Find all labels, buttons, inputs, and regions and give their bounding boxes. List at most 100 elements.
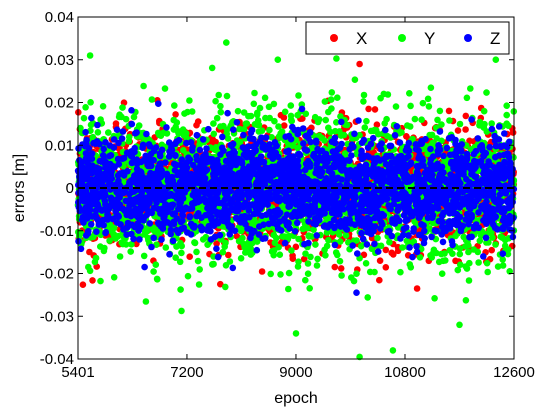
- data-point: [462, 112, 470, 120]
- data-point: [323, 242, 331, 250]
- data-point: [268, 248, 276, 255]
- data-point: [419, 99, 427, 107]
- data-point: [176, 258, 184, 266]
- data-point: [398, 129, 405, 136]
- data-point: [294, 263, 302, 270]
- data-point: [366, 268, 374, 276]
- data-point: [302, 276, 309, 284]
- data-point: [122, 241, 130, 248]
- data-point: [462, 126, 469, 133]
- data-point: [361, 124, 369, 131]
- data-point: [275, 243, 282, 251]
- data-point: [270, 100, 278, 108]
- data-point: [388, 249, 396, 257]
- data-point: [337, 113, 344, 120]
- data-point: [180, 147, 187, 154]
- data-point: [504, 250, 512, 258]
- data-point: [488, 120, 496, 127]
- data-point: [112, 120, 120, 127]
- data-point: [212, 144, 220, 151]
- data-point: [150, 268, 157, 275]
- data-point: [244, 246, 252, 253]
- data-point: [255, 121, 263, 129]
- data-point: [240, 109, 248, 116]
- data-point: [118, 113, 125, 121]
- data-point: [82, 104, 89, 111]
- data-point: [465, 242, 472, 249]
- data-point: [322, 252, 329, 259]
- data-point: [195, 281, 203, 288]
- data-point: [483, 128, 491, 135]
- data-point: [87, 99, 94, 106]
- data-point: [483, 89, 490, 96]
- data-point: [177, 286, 184, 293]
- data-point: [307, 253, 314, 261]
- data-point: [105, 129, 112, 136]
- data-point: [315, 116, 323, 123]
- data-point: [162, 244, 170, 251]
- data-point: [106, 237, 113, 244]
- data-point: [89, 277, 96, 284]
- data-point: [435, 258, 443, 266]
- data-point: [294, 111, 301, 119]
- data-point: [442, 257, 449, 264]
- data-point: [304, 260, 312, 267]
- data-point: [178, 307, 185, 315]
- data-point: [336, 257, 344, 265]
- data-point: [265, 103, 273, 111]
- data-point: [253, 109, 261, 117]
- data-point: [222, 283, 229, 291]
- data-point: [270, 231, 278, 239]
- data-point: [438, 270, 446, 278]
- data-point: [331, 127, 339, 135]
- data-point: [363, 117, 370, 125]
- data-point: [306, 285, 314, 292]
- outlier-point: [217, 280, 224, 288]
- data-point: [382, 264, 390, 271]
- data-point: [193, 248, 200, 256]
- data-point: [480, 107, 488, 115]
- data-point: [494, 263, 502, 270]
- data-point: [213, 240, 220, 247]
- data-point: [360, 91, 368, 99]
- data-point: [110, 224, 118, 232]
- data-point: [222, 239, 229, 247]
- data-point: [210, 130, 218, 138]
- data-point: [321, 137, 328, 144]
- data-point: [327, 96, 335, 103]
- data-point: [431, 295, 438, 302]
- data-point: [184, 108, 191, 116]
- data-point: [403, 237, 411, 245]
- data-point: [503, 102, 511, 109]
- data-point: [360, 98, 367, 105]
- data-point: [281, 108, 289, 116]
- data-point: [406, 90, 413, 97]
- data-point: [152, 261, 160, 269]
- outlier-point: [356, 60, 363, 68]
- outlier-point: [365, 105, 372, 113]
- data-point: [140, 82, 147, 90]
- data-point: [237, 254, 245, 262]
- data-point: [287, 102, 295, 109]
- data-point: [462, 297, 470, 304]
- data-point: [141, 231, 148, 238]
- data-point: [509, 129, 517, 136]
- data-point: [382, 246, 390, 254]
- data-point: [374, 234, 381, 242]
- data-point: [424, 95, 432, 103]
- data-point: [362, 260, 370, 267]
- data-point: [92, 254, 100, 262]
- data-point: [436, 107, 444, 115]
- data-point: [426, 131, 434, 139]
- data-point: [237, 227, 245, 235]
- data-point: [220, 122, 227, 130]
- data-point: [488, 246, 496, 254]
- data-point: [196, 141, 203, 148]
- data-point: [97, 277, 104, 285]
- data-point: [351, 76, 359, 83]
- data-point: [208, 64, 216, 72]
- data-point: [446, 117, 453, 124]
- data-point: [368, 245, 376, 253]
- data-point: [407, 102, 414, 110]
